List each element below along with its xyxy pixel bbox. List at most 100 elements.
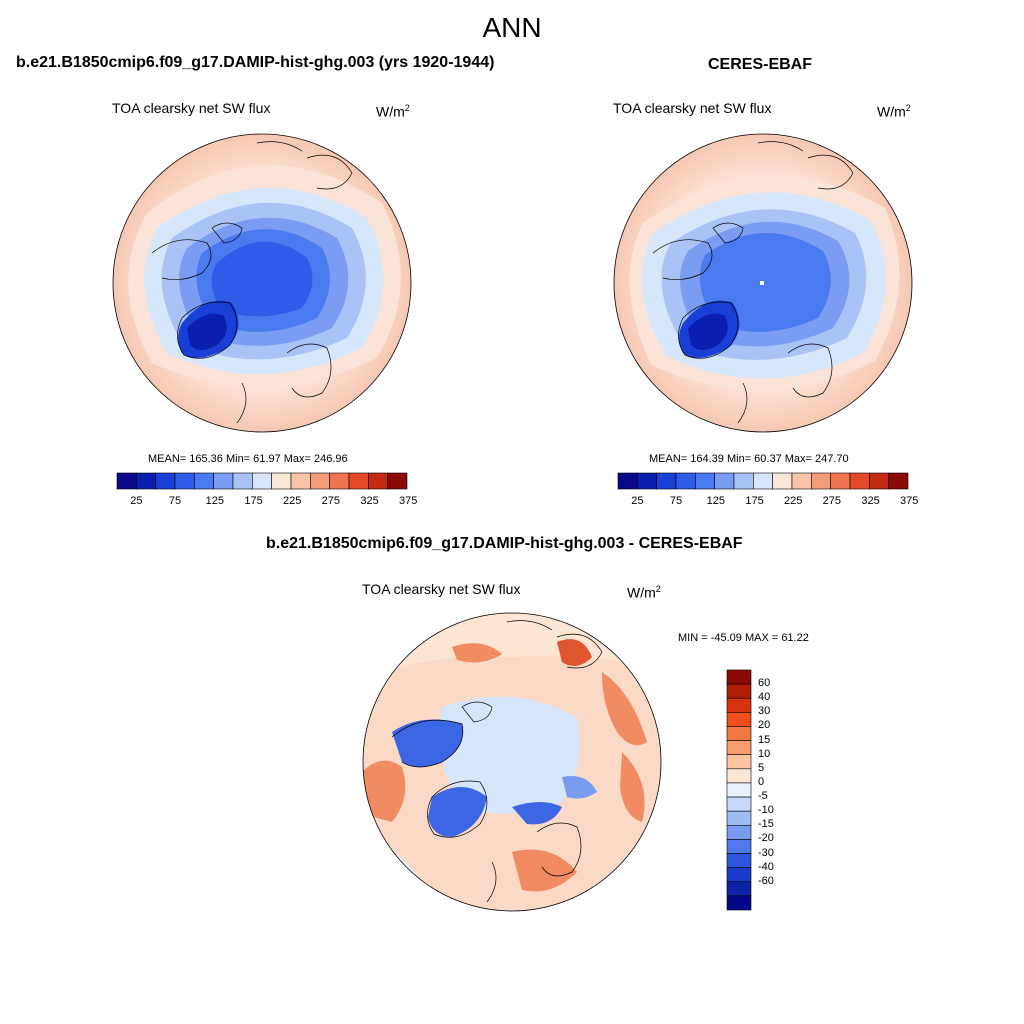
panel2-colorbar-swatch xyxy=(733,472,754,490)
panel3-colorbar-swatch xyxy=(726,895,752,911)
panel2-colorbar-swatch xyxy=(675,472,696,490)
panel2-colorbar-tick-label: 375 xyxy=(900,495,919,507)
panel3-colorbar-swatch xyxy=(726,810,752,826)
panel1-colorbar-swatch xyxy=(174,472,195,490)
panel3-units-label: W/m2 xyxy=(627,584,661,601)
panel1-variable-label: TOA clearsky net SW flux xyxy=(112,100,271,116)
panel1-colorbar-tick-label: 125 xyxy=(205,495,225,507)
panel2-colorbar-tick-label: 225 xyxy=(784,495,803,507)
panel1-stats: MEAN= 165.36 Min= 61.97 Max= 246.96 xyxy=(148,453,348,465)
panel2-colorbar-swatch xyxy=(714,472,735,490)
panel2-title: CERES-EBAF xyxy=(708,56,813,73)
panel2-colorbar-tick-label: 75 xyxy=(669,495,683,507)
panel2-stats: MEAN= 164.39 Min= 60.37 Max= 247.70 xyxy=(649,453,849,465)
panel2-colorbar-tick-label: 175 xyxy=(745,495,764,507)
panel1-colorbar-swatch xyxy=(290,472,311,490)
panel1-colorbar-swatch xyxy=(194,472,214,490)
panel3-stats: MIN = -45.09 MAX = 61.22 xyxy=(678,632,809,644)
panel1-colorbar-tick-label: 75 xyxy=(168,495,182,507)
panel1-colorbar-swatch xyxy=(368,472,388,490)
panel1-colorbar-swatch xyxy=(213,472,234,490)
panel1-colorbar-swatch xyxy=(271,472,292,490)
panel3-colorbar-swatch xyxy=(726,881,752,897)
panel2-colorbar-swatch xyxy=(637,472,657,490)
panel3-colorbar-tick-label: 20 xyxy=(758,719,771,732)
panel1-map xyxy=(112,133,412,433)
panel3-map xyxy=(362,612,662,912)
panel1-colorbar-swatch xyxy=(116,472,137,490)
panel3-colorbar-tick-label: 5 xyxy=(758,761,765,774)
panel2-colorbar xyxy=(617,472,909,490)
panel3-colorbar-tick-label: 10 xyxy=(758,747,771,760)
panel2-units-label: W/m2 xyxy=(877,103,911,120)
panel3-colorbar-tick-label: 60 xyxy=(758,677,771,690)
panel3-colorbar-swatch xyxy=(726,754,752,770)
panel2-colorbar-swatch xyxy=(869,472,889,490)
panel1-colorbar-tick-label: 325 xyxy=(360,495,379,507)
panel2-colorbar-swatch xyxy=(791,472,812,490)
panel2-map xyxy=(613,133,913,433)
panel3-colorbar-tick-label: 40 xyxy=(758,691,771,704)
figure-title: ANN xyxy=(482,12,542,43)
panel1-colorbar-swatch xyxy=(252,472,272,490)
panel1-colorbar-swatch xyxy=(136,472,156,490)
panel2-colorbar-tick-label: 25 xyxy=(631,495,644,507)
panel1-colorbar-swatch xyxy=(348,472,369,490)
panel3-colorbar-tick-label: -15 xyxy=(758,818,774,831)
panel3-colorbar-swatch xyxy=(726,796,752,812)
panel3-colorbar-swatch xyxy=(726,867,752,883)
panel1-units-label: W/m2 xyxy=(376,103,410,120)
panel3-title: b.e21.B1850cmip6.f09_g17.DAMIP-hist-ghg.… xyxy=(266,535,743,552)
panel2-colorbar-swatch xyxy=(656,472,677,490)
panel3-colorbar-swatch xyxy=(726,669,752,685)
panel2-colorbar-tick-label: 125 xyxy=(706,495,726,507)
panel3-colorbar-tick-label: -5 xyxy=(758,790,768,803)
panel2-colorbar-swatch xyxy=(849,472,870,490)
panel3-colorbar-tick-label: -60 xyxy=(758,874,774,887)
panel2-colorbar-swatch xyxy=(753,472,773,490)
panel3-colorbar-swatch xyxy=(726,839,752,854)
panel1-colorbar-tick-label: 375 xyxy=(399,495,418,507)
panel2-colorbar-swatch xyxy=(617,472,638,490)
panel3-colorbar-swatch xyxy=(726,726,752,741)
panel2-colorbar-swatch xyxy=(811,472,831,490)
panel2-colorbar-tick-label: 325 xyxy=(861,495,880,507)
panel3-colorbar-swatch xyxy=(726,683,752,699)
panel3-colorbar-ticks: 60 40 30 20 15 10 5 0 -5 -10 -15 -20 -30 -40 -60 xyxy=(758,670,798,910)
panel1-colorbar-swatch xyxy=(329,472,350,490)
panel3-colorbar-swatch xyxy=(726,712,752,727)
panel2-variable-label: TOA clearsky net SW flux xyxy=(613,100,772,116)
panel2-colorbar-swatch xyxy=(830,472,851,490)
panel3-colorbar-swatch xyxy=(726,740,752,756)
panel1-colorbar-swatch xyxy=(387,472,408,490)
panel1-colorbar-tick-label: 175 xyxy=(244,495,263,507)
panel1-colorbar-swatch xyxy=(310,472,330,490)
panel1-colorbar-tick-label: 225 xyxy=(283,495,302,507)
panel1-title: b.e21.B1850cmip6.f09_g17.DAMIP-hist-ghg.… xyxy=(16,54,495,71)
panel2-colorbar-swatch xyxy=(695,472,715,490)
panel1-colorbar-tick-label: 25 xyxy=(130,495,143,507)
panel3-colorbar-swatch xyxy=(726,768,752,784)
panel3-colorbar-swatch xyxy=(726,853,752,868)
panel1-colorbar-swatch xyxy=(155,472,176,490)
panel1-colorbar-ticks: 25 75 125 175 225 275 325 375 xyxy=(117,495,417,509)
panel3-colorbar-tick-label: 30 xyxy=(758,705,771,718)
panel1-colorbar xyxy=(116,472,408,490)
panel2-colorbar-swatch xyxy=(888,472,909,490)
panel3-colorbar-tick-label: -40 xyxy=(758,860,774,873)
panel3-colorbar-tick-label: 0 xyxy=(758,775,765,788)
panel3-colorbar-swatch xyxy=(726,824,752,840)
panel2-colorbar-swatch xyxy=(772,472,793,490)
panel1-colorbar-tick-label: 275 xyxy=(321,495,341,507)
panel2-colorbar-tick-label: 275 xyxy=(822,495,842,507)
panel3-colorbar-tick-label: -20 xyxy=(758,832,774,845)
panel3-variable-label: TOA clearsky net SW flux xyxy=(362,581,521,597)
panel3-colorbar-swatch xyxy=(726,697,752,713)
panel3-colorbar-swatch xyxy=(726,782,752,798)
panel3-colorbar xyxy=(726,669,752,911)
panel2-colorbar-ticks: 25 75 125 175 225 275 325 375 xyxy=(618,495,918,509)
panel1-colorbar-swatch xyxy=(232,472,253,490)
panel3-colorbar-tick-label: -30 xyxy=(758,846,774,859)
panel3-colorbar-tick-label: -10 xyxy=(758,804,774,817)
panel3-colorbar-tick-label: 15 xyxy=(758,733,771,746)
